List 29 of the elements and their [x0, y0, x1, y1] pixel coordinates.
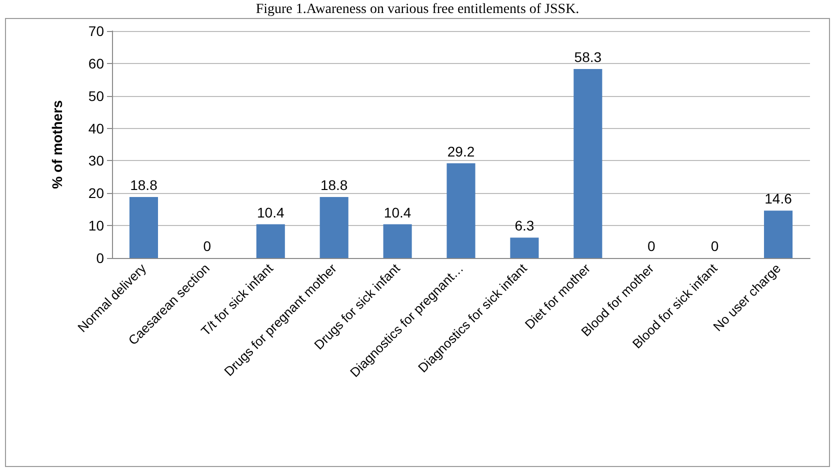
bar — [574, 68, 602, 258]
data-label: 6.3 — [514, 218, 534, 234]
bar — [446, 163, 476, 258]
data-label: 58.3 — [574, 48, 602, 65]
y-tick-label: 60 — [88, 55, 104, 72]
bar — [764, 210, 793, 258]
data-label: 18.8 — [320, 177, 348, 194]
y-tick-label: 40 — [88, 120, 104, 136]
data-label: 10.4 — [257, 204, 284, 220]
data-label: 10.4 — [384, 204, 412, 220]
y-tick-label: 50 — [88, 88, 104, 104]
data-label: 0 — [710, 238, 719, 254]
bar — [129, 197, 158, 258]
y-tick-label: 30 — [88, 152, 104, 169]
y-axis-title: % of mothers — [49, 100, 65, 189]
bar — [383, 224, 412, 258]
data-label: 18.8 — [130, 177, 158, 194]
data-label: 0 — [647, 238, 656, 254]
y-tick-label: 70 — [88, 23, 104, 39]
data-label: 0 — [203, 238, 212, 254]
bar — [320, 197, 348, 258]
bar — [510, 238, 539, 258]
chart-title: Figure 1.Awareness on various free entitlements of JSSK. — [254, 2, 580, 18]
y-tick-label: 0 — [96, 250, 104, 266]
y-tick-label: 10 — [88, 218, 104, 234]
data-label: 14.6 — [764, 190, 792, 207]
y-tick-label: 20 — [88, 185, 104, 202]
bar — [256, 224, 285, 258]
data-label: 29.2 — [447, 143, 475, 160]
